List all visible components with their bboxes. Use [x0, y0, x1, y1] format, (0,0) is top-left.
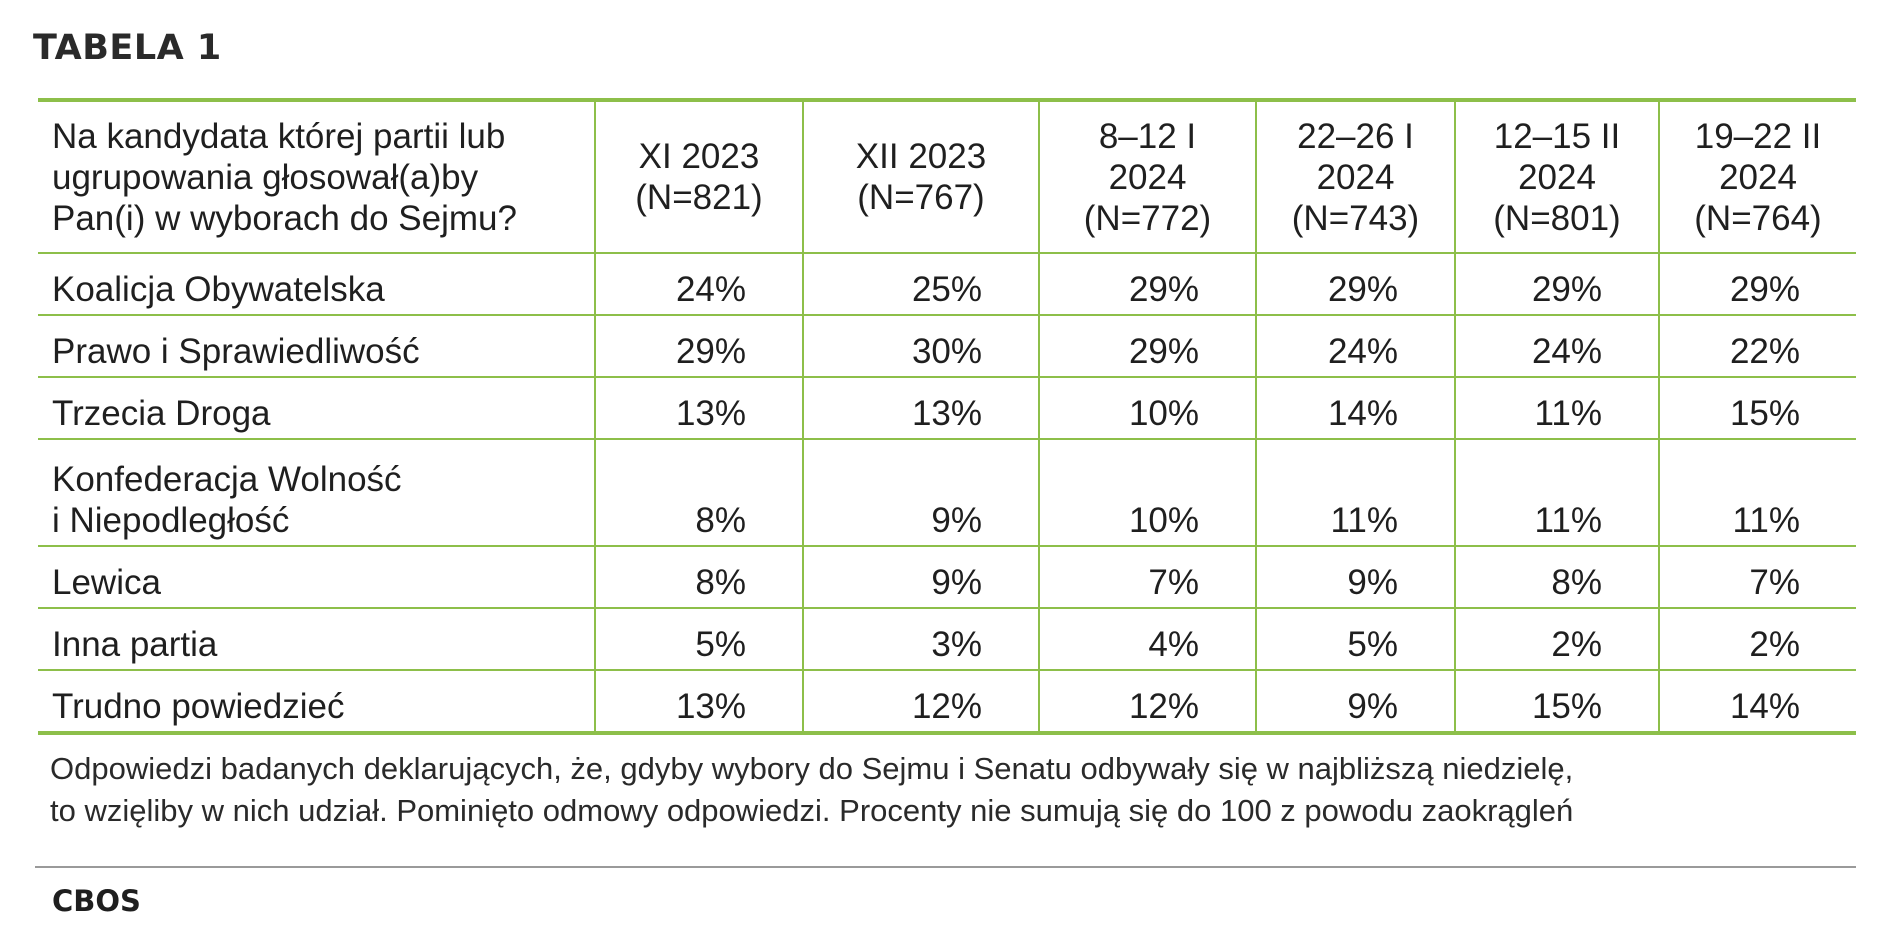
- table-cell: 9%: [1255, 670, 1455, 734]
- column-header-line: 2024: [1108, 157, 1187, 197]
- row-label-line: Prawo i Sprawiedliwość: [52, 332, 420, 371]
- column-header-12-15-ii-2024: 12–15 II 2024 (N=801): [1454, 100, 1659, 254]
- table-cell: 2%: [1658, 608, 1856, 671]
- row-label-line: Konfederacja Wolność: [52, 460, 402, 499]
- table-cell: 7%: [1658, 546, 1856, 609]
- table-cell: 15%: [1454, 670, 1659, 734]
- table-cell: 12%: [802, 670, 1039, 734]
- table-cell: 29%: [1454, 253, 1659, 316]
- column-header-line: 12–15 II: [1493, 116, 1621, 156]
- table-cell: 29%: [1658, 253, 1856, 316]
- column-header-line: 22–26 I: [1297, 116, 1414, 156]
- column-header-line: 2024: [1316, 157, 1395, 197]
- table-cell: 9%: [802, 546, 1039, 609]
- table-cell: 29%: [594, 315, 803, 378]
- table-cell: 11%: [1454, 439, 1659, 547]
- table-cell: 7%: [1038, 546, 1256, 609]
- table-row: Trudno powiedzieć 13% 12% 12% 9% 15% 14%: [38, 670, 1856, 734]
- column-header-xii-2023: XII 2023 (N=767): [802, 100, 1039, 254]
- row-label-line: Inna partia: [52, 625, 218, 664]
- table-cell: 10%: [1038, 377, 1256, 440]
- footnote-line: Odpowiedzi badanych deklarujących, że, g…: [50, 751, 1574, 786]
- column-header-8-12-i-2024: 8–12 I 2024 (N=772): [1038, 100, 1256, 254]
- row-label: Trudno powiedzieć: [38, 670, 595, 734]
- column-header-19-22-ii-2024: 19–22 II 2024 (N=764): [1658, 100, 1856, 254]
- table-cell: 15%: [1658, 377, 1856, 440]
- table-row: Prawo i Sprawiedliwość 29% 30% 29% 24% 2…: [38, 315, 1856, 378]
- table-cell: 22%: [1658, 315, 1856, 378]
- row-label-line: Trudno powiedzieć: [52, 687, 345, 726]
- table-cell: 13%: [594, 670, 803, 734]
- table-cell: 5%: [1255, 608, 1455, 671]
- table-cell: 11%: [1658, 439, 1856, 547]
- table-cell: 24%: [1255, 315, 1455, 378]
- row-label-line: Trzecia Droga: [52, 394, 271, 433]
- row-label: Inna partia: [38, 608, 595, 671]
- table-cell: 11%: [1255, 439, 1455, 547]
- table-cell: 4%: [1038, 608, 1256, 671]
- column-header-line: XI 2023: [638, 137, 760, 176]
- row-label-line: Lewica: [52, 563, 161, 602]
- table-row: Konfederacja Wolność i Niepodległość 8% …: [38, 439, 1856, 547]
- source-label: CBOS: [52, 884, 141, 918]
- question-header: Na kandydata której partii lub ugrupowan…: [38, 100, 595, 254]
- column-header-line: 2024: [1518, 157, 1596, 197]
- table-cell: 9%: [802, 439, 1039, 547]
- table-cell: 12%: [1038, 670, 1256, 734]
- column-header-line: 8–12 I: [1098, 116, 1197, 156]
- column-header-xi-2023: XI 2023 (N=821): [594, 100, 803, 254]
- table-cell: 25%: [802, 253, 1039, 316]
- column-header-line: (N=764): [1694, 198, 1822, 238]
- table-cell: 10%: [1038, 439, 1256, 547]
- data-table: Na kandydata której partii lub ugrupowan…: [38, 98, 1856, 735]
- question-line: Na kandydata której partii lub: [52, 116, 506, 156]
- divider: [35, 866, 1856, 868]
- table-cell: 11%: [1454, 377, 1659, 440]
- table-cell: 29%: [1038, 253, 1256, 316]
- table-title: TABELA 1: [33, 28, 222, 68]
- column-header-line: (N=801): [1493, 198, 1621, 238]
- column-header-line: (N=821): [635, 178, 763, 217]
- row-label: Konfederacja Wolność i Niepodległość: [38, 439, 595, 547]
- table-cell: 29%: [1038, 315, 1256, 378]
- table-cell: 2%: [1454, 608, 1659, 671]
- table-cell: 9%: [1255, 546, 1455, 609]
- table-cell: 8%: [594, 439, 803, 547]
- table-row: Trzecia Droga 13% 13% 10% 14% 11% 15%: [38, 377, 1856, 440]
- column-header-line: (N=767): [857, 178, 985, 217]
- table-row: Koalicja Obywatelska 24% 25% 29% 29% 29%…: [38, 253, 1856, 316]
- table-cell: 14%: [1658, 670, 1856, 734]
- table-cell: 8%: [594, 546, 803, 609]
- question-line: Pan(i) w wyborach do Sejmu?: [52, 198, 517, 238]
- table-footnote: Odpowiedzi badanych deklarujących, że, g…: [50, 748, 1870, 832]
- table-cell: 13%: [802, 377, 1039, 440]
- question-line: ugrupowania głosował(a)by: [52, 157, 479, 197]
- table-cell: 8%: [1454, 546, 1659, 609]
- row-label: Prawo i Sprawiedliwość: [38, 315, 595, 378]
- header-row: Na kandydata której partii lub ugrupowan…: [38, 100, 1856, 254]
- table-row: Inna partia 5% 3% 4% 5% 2% 2%: [38, 608, 1856, 671]
- table-cell: 3%: [802, 608, 1039, 671]
- table-cell: 14%: [1255, 377, 1455, 440]
- row-label-line: Koalicja Obywatelska: [52, 270, 385, 309]
- column-header-22-26-i-2024: 22–26 I 2024 (N=743): [1255, 100, 1455, 254]
- table-cell: 29%: [1255, 253, 1455, 316]
- table-cell: 24%: [1454, 315, 1659, 378]
- table-row: Lewica 8% 9% 7% 9% 8% 7%: [38, 546, 1856, 609]
- column-header-line: 19–22 II: [1694, 116, 1822, 156]
- table-cell: 24%: [594, 253, 803, 316]
- row-label: Koalicja Obywatelska: [38, 253, 595, 316]
- row-label: Trzecia Droga: [38, 377, 595, 440]
- column-header-line: (N=743): [1291, 198, 1420, 238]
- column-header-line: 2024: [1719, 157, 1797, 197]
- table-cell: 5%: [594, 608, 803, 671]
- table-cell: 13%: [594, 377, 803, 440]
- row-label: Lewica: [38, 546, 595, 609]
- column-header-line: (N=772): [1083, 198, 1212, 238]
- row-label-line: i Niepodległość: [52, 501, 290, 540]
- table-cell: 30%: [802, 315, 1039, 378]
- footnote-line: to wzięliby w nich udział. Pominięto odm…: [50, 793, 1574, 828]
- column-header-line: XII 2023: [855, 137, 987, 176]
